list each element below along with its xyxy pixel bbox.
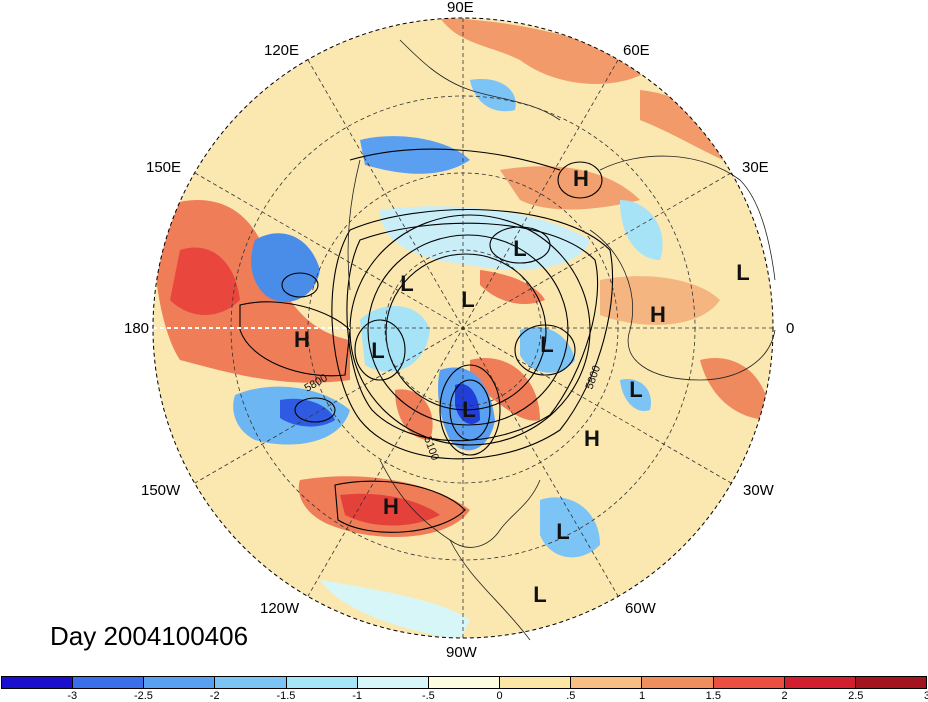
graticule [153,18,773,638]
map-boundary [152,17,774,639]
colorbar-tick-label: 0 [496,690,503,702]
colorbar-tick-label: 3 [923,690,928,702]
colorbar-tick-label: 2.5 [848,690,864,702]
colorbar-swatch [144,677,216,688]
colorbar-swatch [286,677,358,688]
lon-label-90w: 90W [446,644,477,661]
colorbar-swatch [571,677,643,688]
colorbar-tick-label: .5 [566,690,576,702]
lon-label-60e: 60E [623,42,650,59]
center-label: H [383,494,399,519]
polar-map: H L L L L L H H L L L H H L L 5800 5800 … [152,17,776,641]
lon-label-150w: 150W [141,482,181,499]
center-label: L [556,519,569,544]
center-label: L [371,338,384,363]
colorbar-tick-label: -2 [209,690,220,702]
center-label: H [294,327,310,352]
center-label: L [629,377,642,402]
lon-label-30w: 30W [743,482,774,499]
lon-label-60w: 60W [625,600,656,617]
colorbar-swatch [357,677,429,688]
lon-label-150e: 150E [146,159,182,176]
center-label: L [513,236,526,261]
colorbar-swatch [73,677,145,688]
lon-label-120e: 120E [264,42,300,59]
colorbar-tick-label: 1 [639,690,646,702]
center-label: H [584,426,600,451]
colorbar-tick-label: -1.5 [276,690,296,702]
colorbar-swatch [2,677,74,688]
colorbar [1,676,927,689]
center-label: L [400,271,413,296]
lon-label-120w: 120W [260,600,300,617]
lon-label-30e: 30E [742,159,769,176]
colorbar-swatch [642,677,714,688]
colorbar-tick-label: -1 [352,690,363,702]
colorbar-swatch [500,677,572,688]
colorbar-tick-label: 1.5 [705,690,721,702]
center-label: L [533,582,546,607]
center-label: L [736,260,749,285]
lon-label-90e: 90E [447,0,474,16]
colorbar-swatch [855,677,927,688]
colorbar-swatch [428,677,501,688]
colorbar-tick-label: 2 [781,690,788,702]
date-title: Day 2004100406 [50,621,249,651]
center-label: H [573,166,589,191]
height-contours [239,148,614,533]
colorbar-swatch [713,677,785,688]
center-label: L [462,397,475,422]
center-label: H [650,302,666,327]
colorbar-tick-label: -2.5 [133,690,153,702]
lon-label-0: 0 [786,320,795,337]
center-label: L [540,332,553,357]
center-label: L [461,287,474,312]
colorbar-tick-label: -.5 [421,690,435,702]
colorbar-tick-label: -3 [67,690,78,702]
lon-label-180: 180 [124,320,150,337]
colorbar-swatch [784,677,856,688]
colorbar-swatch [215,677,287,688]
